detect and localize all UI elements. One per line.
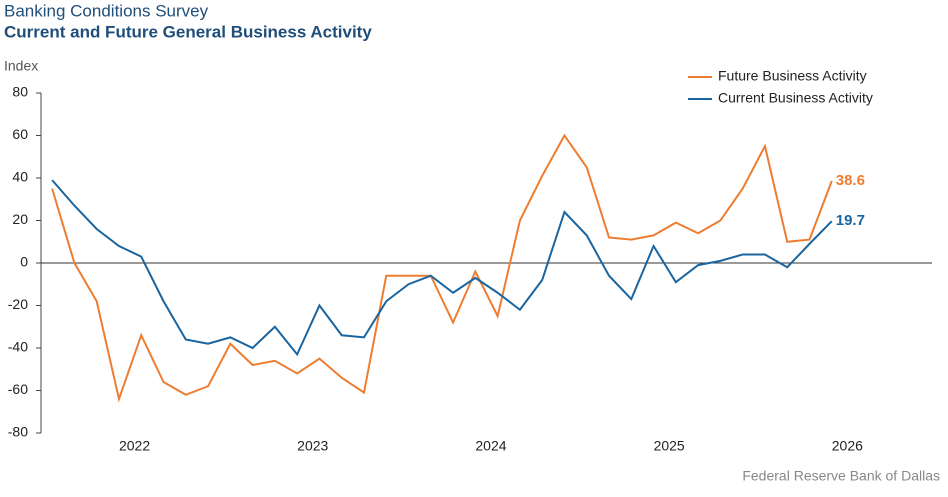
legend-label: Current Business Activity — [718, 90, 873, 106]
series-line — [51, 179, 833, 357]
x-tick-label: 2026 — [832, 438, 863, 454]
y-tick-label: -80 — [8, 424, 28, 440]
end-label: 19.7 — [836, 212, 865, 229]
y-tick-label: 60 — [12, 126, 28, 142]
legend-label: Future Business Activity — [718, 68, 867, 84]
y-tick-label: 0 — [20, 254, 28, 270]
y-tick-label: 40 — [12, 169, 28, 185]
y-tick-label: -60 — [8, 381, 28, 397]
y-tick-label: -40 — [8, 339, 28, 355]
chart-subtitle: Current and Future General Business Acti… — [4, 22, 372, 41]
end-label: 38.6 — [836, 172, 865, 189]
chart-title: Banking Conditions Survey — [4, 1, 209, 20]
x-tick-label: 2024 — [475, 438, 506, 454]
y-axis-label: Index — [4, 58, 38, 74]
x-tick-label: 2023 — [297, 438, 328, 454]
y-tick-label: -20 — [8, 296, 28, 312]
x-tick-label: 2025 — [654, 438, 685, 454]
series-line — [51, 133, 833, 403]
y-tick-label: 80 — [12, 84, 28, 100]
x-tick-label: 2022 — [119, 438, 150, 454]
y-tick-label: 20 — [12, 211, 28, 227]
source: Federal Reserve Bank of Dallas — [742, 468, 940, 484]
